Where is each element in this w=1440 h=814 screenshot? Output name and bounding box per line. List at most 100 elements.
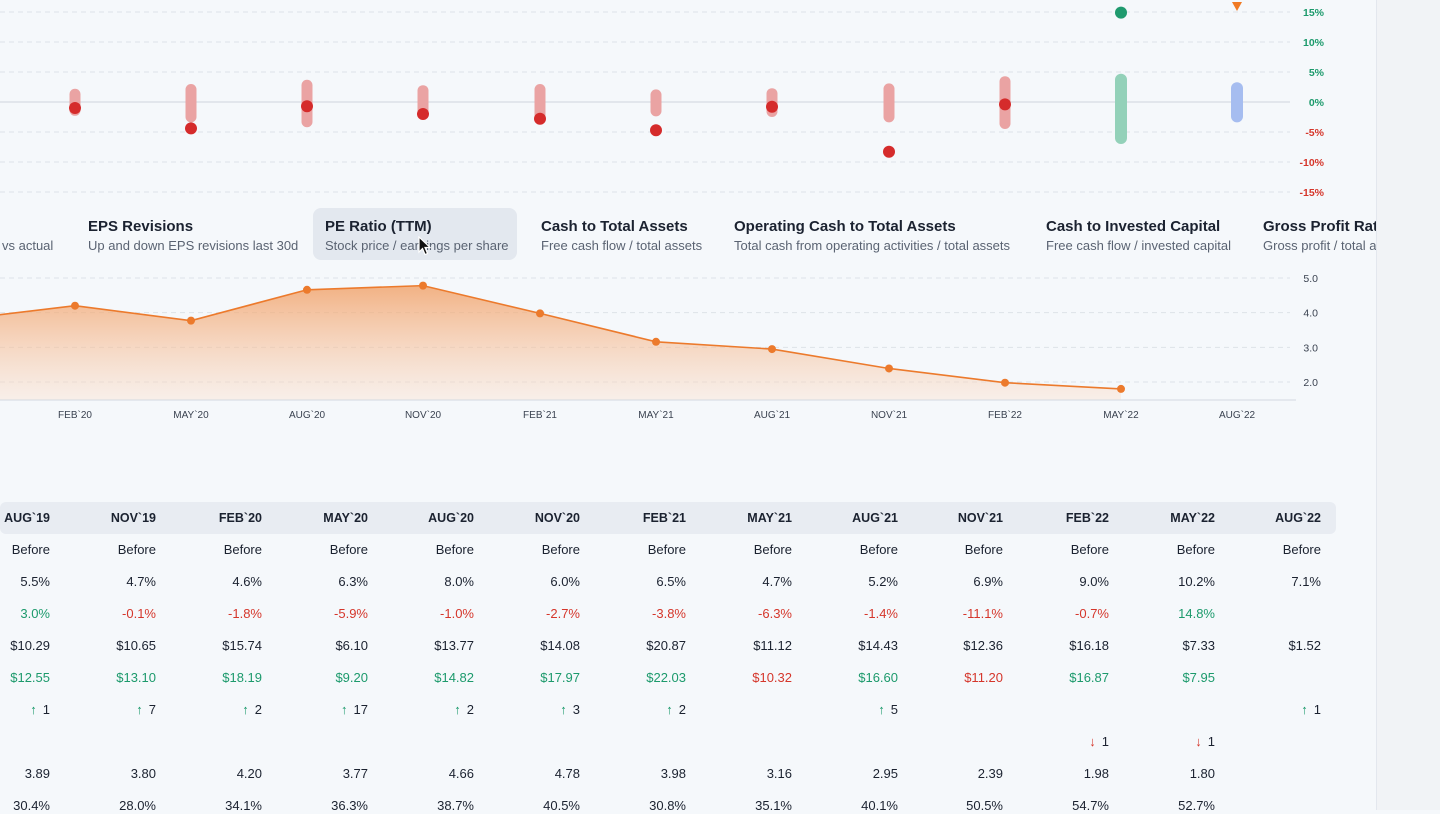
table-column-header: MAY`22: [1170, 511, 1215, 525]
metric-tab-title: EPS Revisions: [88, 218, 194, 235]
table-column-header: AUG`20: [428, 511, 474, 525]
revision-point: [999, 98, 1011, 111]
arrow-down-icon: ↓: [1089, 734, 1096, 749]
pe-point: [885, 364, 893, 373]
mouse-cursor-icon: [418, 236, 432, 256]
table-column-header: NOV`19: [110, 511, 156, 525]
revision-y-tick: 0%: [1309, 97, 1325, 109]
pe-point: [652, 337, 660, 346]
metric-tab[interactable]: Gross Profit Ratio Gross profit / total a…: [1251, 208, 1376, 260]
metric-tab[interactable]: EPS Revisions Up and down EPS revisions l…: [76, 208, 310, 260]
revision-count: 2: [678, 702, 686, 717]
revision-y-tick: 10%: [1303, 37, 1325, 49]
table-cell: Before: [435, 542, 474, 557]
revision-y-tick: -15%: [1299, 187, 1324, 199]
table-cell: Before: [117, 542, 156, 557]
metric-tab[interactable]: PE Ratio (TTM) Stock price / earnings per…: [313, 208, 517, 260]
revision-range-bar: [185, 84, 197, 123]
table-cell: -0.1%: [122, 606, 156, 621]
table-cell: $1.52: [1288, 638, 1321, 653]
pe-ratio-chart: 5.0 4.0 3.0 2.0 FEB`20 MAY`20 AUG`20 NOV`20 FEB`…: [0, 262, 1376, 432]
revisions-up-cell: ↑ 3: [490, 702, 580, 718]
table-column-header: FEB`21: [642, 511, 686, 525]
metric-tab-subtitle: Up and down EPS revisions last 30d: [88, 238, 299, 253]
metric-tab[interactable]: vs actual: [0, 208, 65, 260]
revision-count: 17: [353, 702, 368, 717]
table-cell: 38.7%: [437, 798, 474, 813]
table-cell: $7.95: [1182, 670, 1215, 685]
table-column-header: MAY`21: [747, 511, 792, 525]
revision-point: [1115, 6, 1127, 19]
metric-tab-subtitle: Total cash from operating activities / t…: [734, 238, 1011, 253]
pe-x-tick: MAY`22: [1103, 409, 1139, 421]
table-cell: Before: [329, 542, 368, 557]
table-column-header: FEB`20: [218, 511, 262, 525]
table-cell: 10.2%: [1178, 574, 1215, 589]
table-cell: 14.8%: [1178, 606, 1215, 621]
table-column-header: NOV`20: [534, 511, 580, 525]
metric-tab-title: Gross Profit Ratio: [1263, 218, 1376, 235]
metric-tab[interactable]: Cash to Total Assets Free cash flow / tot…: [529, 208, 714, 260]
metric-tab-title: [2, 218, 53, 235]
metric-tab[interactable]: Cash to Invested Capital Free cash flow /…: [1034, 208, 1243, 260]
table-cell: $12.36: [963, 638, 1003, 653]
table-cell: 34.1%: [225, 798, 262, 813]
table-cell: -5.9%: [334, 606, 368, 621]
revisions-up-cell: ↑ 5: [808, 702, 898, 718]
table-cell: $20.87: [646, 638, 686, 653]
table-cell: -0.7%: [1075, 606, 1109, 621]
table-cell: -1.4%: [864, 606, 898, 621]
table-cell: 2.39: [977, 766, 1003, 781]
table-cell: 4.6%: [232, 574, 262, 589]
table-cell: 5.5%: [20, 574, 50, 589]
table-cell: -1.0%: [440, 606, 474, 621]
table-cell: $22.03: [646, 670, 686, 685]
table-cell: 1.98: [1083, 766, 1109, 781]
arrow-up-icon: ↑: [454, 702, 461, 717]
revision-count: 7: [148, 702, 156, 717]
table-cell: 50.5%: [966, 798, 1003, 813]
table-cell: 30.4%: [13, 798, 50, 813]
table-cell: Before: [1282, 542, 1321, 557]
table-cell: 4.78: [554, 766, 580, 781]
pe-x-tick: FEB`20: [58, 409, 92, 421]
table-cell: $10.65: [116, 638, 156, 653]
metric-tab-subtitle: Free cash flow / total assets: [541, 238, 703, 253]
arrow-up-icon: ↑: [136, 702, 143, 717]
revisions-up-cell: ↑ 1: [1231, 702, 1321, 718]
table-cell: Before: [647, 542, 686, 557]
arrow-up-icon: ↑: [1301, 702, 1308, 717]
table-cell: 2.95: [872, 766, 898, 781]
metric-tab-title: Operating Cash to Total Assets: [734, 218, 956, 235]
pe-x-tick: MAY`20: [173, 409, 209, 421]
revision-point: [417, 108, 429, 120]
metric-tab[interactable]: Operating Cash to Total Assets Total cash…: [722, 208, 1022, 260]
arrow-up-icon: ↑: [560, 702, 567, 717]
table-cell: 1.80: [1189, 766, 1215, 781]
table-cell: 36.3%: [331, 798, 368, 813]
right-scrollbar[interactable]: [1376, 0, 1440, 810]
revision-count: 1: [1207, 734, 1215, 749]
table-cell: $15.74: [222, 638, 262, 653]
arrow-up-icon: ↑: [30, 702, 37, 717]
table-cell: $17.97: [540, 670, 580, 685]
revisions-up-cell: ↑ 1: [0, 702, 50, 718]
revisions-up-cell: ↑ 2: [384, 702, 474, 718]
pe-x-tick: AUG`20: [289, 409, 326, 421]
pe-x-tick: FEB`22: [988, 409, 1022, 421]
table-cell: 3.16: [766, 766, 792, 781]
table-cell: 7.1%: [1291, 574, 1321, 589]
table-cell: 8.0%: [444, 574, 474, 589]
revision-count: 1: [1101, 734, 1109, 749]
table-cell: 30.8%: [649, 798, 686, 813]
pe-x-tick: NOV`20: [405, 409, 442, 421]
revisions-down-cell: ↓ 1: [1019, 734, 1109, 750]
table-column-header: AUG`22: [1275, 511, 1321, 525]
revision-point: [69, 102, 81, 114]
pe-point: [1117, 384, 1125, 393]
table-cell: 9.0%: [1079, 574, 1109, 589]
revision-y-tick: -10%: [1299, 157, 1324, 169]
table-column-header: NOV`21: [957, 511, 1003, 525]
revision-point: [883, 145, 895, 158]
revisions-down-cell: ↓ 1: [1125, 734, 1215, 750]
